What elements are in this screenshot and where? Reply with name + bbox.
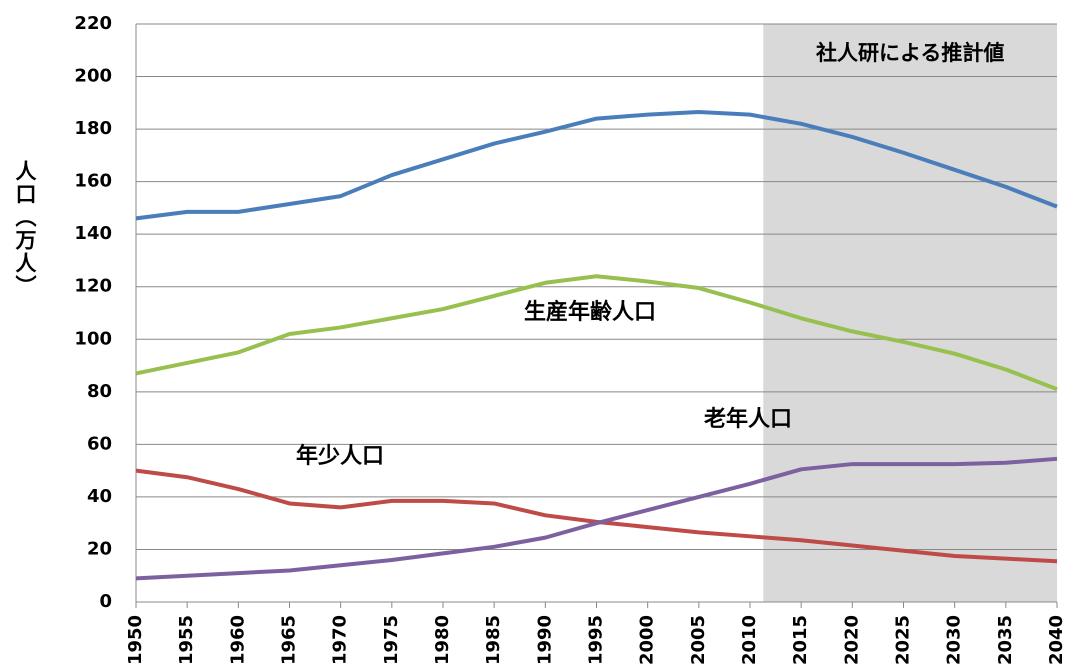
series-label: 老年人口 [703, 406, 792, 432]
x-tick-label: 1950 [125, 615, 146, 665]
y-tick-label: 100 [74, 328, 112, 349]
x-tick-label: 1980 [432, 615, 453, 665]
x-tick-label: 2025 [893, 615, 914, 665]
x-tick-label: 2020 [841, 615, 862, 665]
x-tick-label: 2005 [688, 615, 709, 665]
y-tick-label: 80 [87, 381, 112, 402]
y-tick-label: 220 [74, 13, 112, 34]
x-tick-label: 2015 [790, 615, 811, 665]
x-tick-label: 2010 [739, 615, 760, 665]
y-tick-label: 200 [74, 66, 112, 87]
series-line [135, 274, 1058, 392]
x-tick-label: 2035 [995, 615, 1016, 665]
y-tick-label: 120 [74, 276, 112, 297]
series-label: 年少人口 [296, 443, 384, 469]
y-tick-label: 0 [99, 591, 112, 612]
series-label: 生産年齢人口 [524, 299, 656, 325]
x-tick-label: 1965 [279, 615, 300, 665]
y-tick-label: 180 [74, 118, 112, 139]
forecast-label: 社人研による推計値 [815, 41, 1004, 65]
y-tick-label: 40 [87, 486, 112, 507]
x-tick-label: 2040 [1046, 615, 1067, 665]
x-tick-label: 1955 [176, 615, 197, 665]
x-tick-label: 2000 [637, 615, 658, 665]
y-tick-label: 140 [74, 223, 112, 244]
x-tick-label: 2030 [944, 615, 965, 665]
series-line [135, 456, 1058, 581]
y-tick-label: 20 [87, 538, 112, 559]
x-tick-label: 1990 [534, 615, 555, 665]
y-tick-label: 160 [74, 171, 112, 192]
x-tick-label: 1995 [586, 615, 607, 665]
y-tick-label: 60 [87, 433, 112, 454]
x-tick-label: 1985 [483, 615, 504, 665]
y-axis-label: 人口（万人） [13, 160, 37, 298]
forecast-region [763, 24, 1057, 602]
x-tick-label: 1970 [330, 615, 351, 665]
series-line [135, 110, 1058, 221]
x-tick-label: 1960 [227, 615, 248, 665]
x-tick-label: 1975 [381, 615, 402, 665]
